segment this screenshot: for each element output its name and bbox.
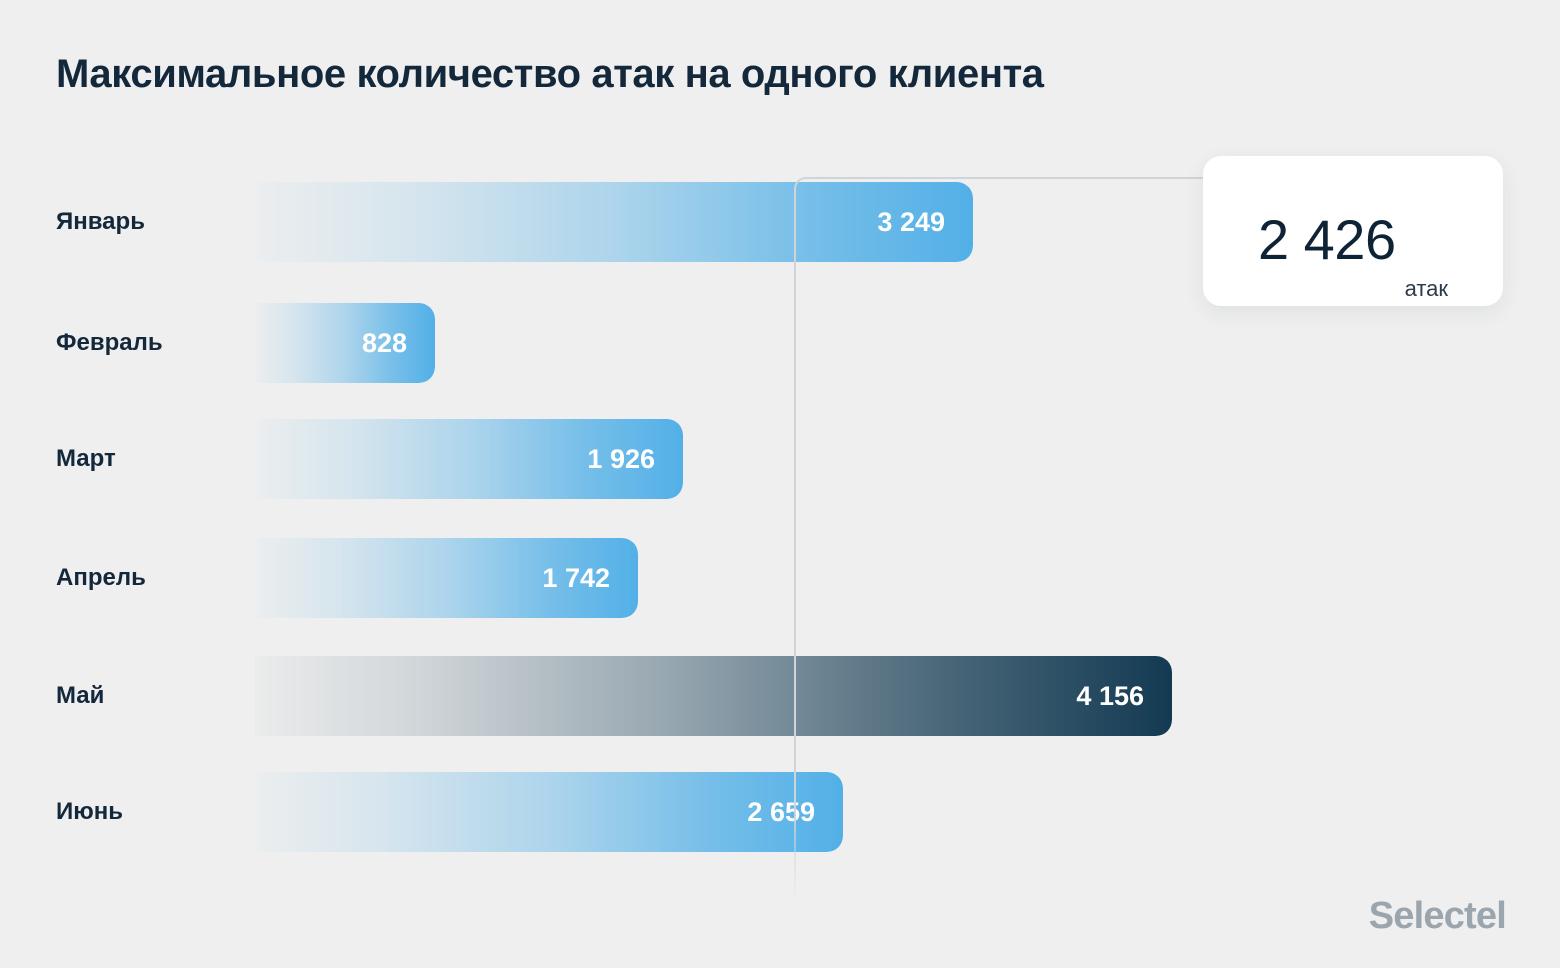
bar-fill	[255, 656, 1172, 736]
bar: 1 926	[255, 419, 683, 499]
page-title: Максимальное количество атак на одного к…	[56, 52, 1044, 96]
bar: 4 156	[255, 656, 1172, 736]
bar-value-label: 1 926	[587, 444, 655, 474]
connector-line	[810, 177, 1228, 179]
bar-category-label: Январь	[56, 208, 145, 235]
reference-line	[794, 192, 796, 904]
bar-row: Март 1 926	[0, 419, 1560, 499]
callout-value: 2 426	[1257, 208, 1396, 271]
callout-unit-label: атак	[1404, 276, 1449, 301]
bar-fill	[255, 538, 638, 618]
bar-category-label: Май	[56, 682, 105, 709]
bar-value-label: 3 249	[877, 207, 945, 237]
callout-content: 2 426 атак	[1203, 156, 1503, 306]
bar-category-label: Февраль	[56, 329, 163, 356]
connector-corner	[794, 177, 812, 195]
bar: 828	[255, 303, 435, 383]
bar: 3 249	[255, 182, 973, 262]
bar: 1 742	[255, 538, 638, 618]
bar-row: Январь 3 249	[0, 182, 1560, 262]
bar-fill	[255, 182, 973, 262]
bar-fill	[255, 419, 683, 499]
bar-row: Апрель 1 742	[0, 538, 1560, 618]
bar-value-label: 828	[361, 328, 407, 358]
bar-row: Июнь 2 659	[0, 772, 1560, 852]
bar-value-label: 4 156	[1076, 681, 1144, 711]
callout-card: 2 426 атак	[1203, 156, 1503, 306]
selectel-logo: Selectel	[1368, 895, 1507, 937]
bar-value-label: 2 659	[747, 797, 815, 827]
bar-category-label: Апрель	[56, 564, 146, 591]
bar-category-label: Март	[56, 445, 116, 472]
bar-category-label: Июнь	[56, 798, 123, 825]
bar: 2 659	[255, 772, 843, 852]
bar-row: Февраль 828	[0, 303, 1560, 383]
bar-fill	[255, 303, 435, 383]
bar-value-label: 1 742	[542, 563, 610, 593]
bar-fill	[255, 772, 843, 852]
bar-row: Май 4 156	[0, 656, 1560, 736]
